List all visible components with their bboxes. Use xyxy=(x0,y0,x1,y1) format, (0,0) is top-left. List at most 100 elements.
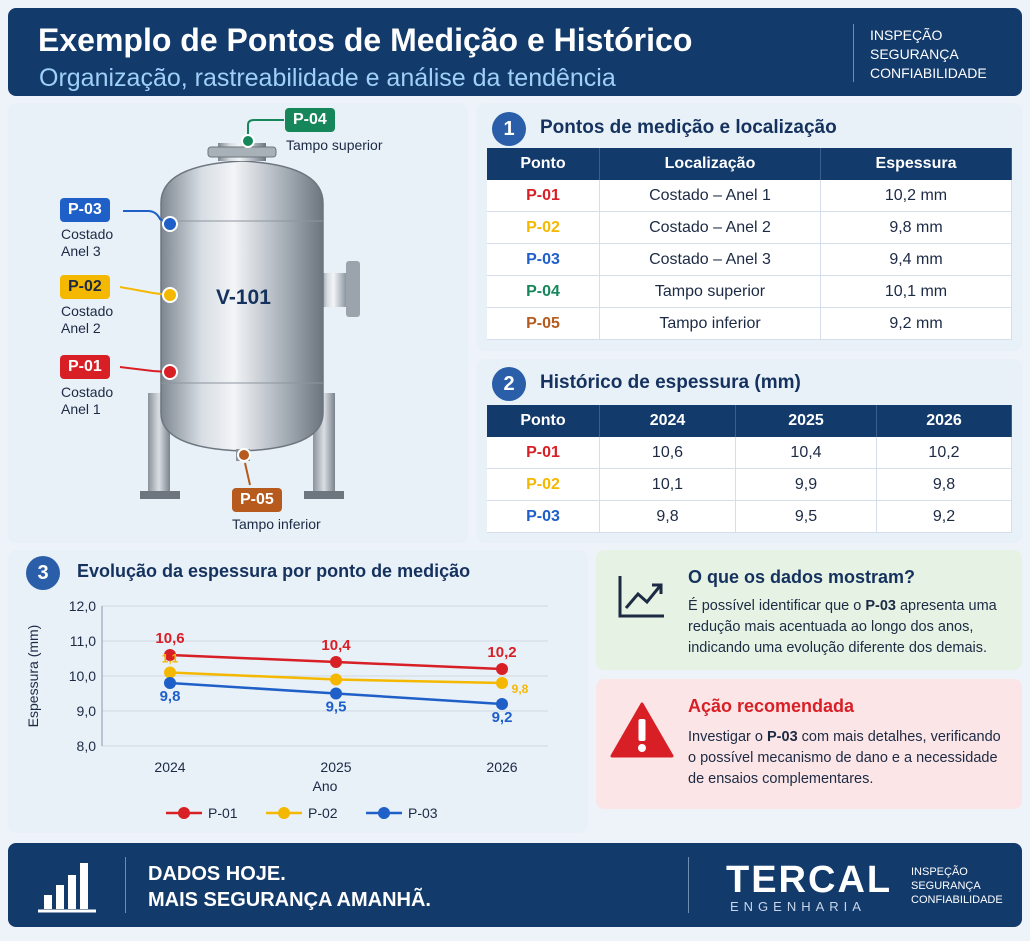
point-thickness: 9,8 mm xyxy=(821,212,1012,244)
table-row: P-02 Costado – Anel 2 9,8 mm xyxy=(487,212,1012,244)
y-tick-label: 11,0 xyxy=(70,633,96,649)
col-header: 2025 xyxy=(736,405,877,437)
brand-logo: TERCAL xyxy=(726,859,893,901)
side-flange xyxy=(346,261,360,317)
point-id: P-05 xyxy=(487,308,600,340)
x-tick-label: 2025 xyxy=(320,759,351,775)
legend-marker xyxy=(378,807,390,819)
legend-label: P-02 xyxy=(308,805,338,821)
vessel-name: V-101 xyxy=(216,286,271,309)
action-box-text: Investigar o P-03 com mais detalhes, ver… xyxy=(688,729,1001,787)
label-p01: Costado Anel 1 xyxy=(61,384,114,417)
point-location: Costado – Anel 3 xyxy=(600,244,821,276)
footer-tag: INSPEÇÃO xyxy=(911,866,968,878)
table-row: P-01 Costado – Anel 1 10,2 mm xyxy=(487,180,1012,212)
vessel-illustration xyxy=(119,119,360,499)
points-table: Ponto Localização Espessura P-01 Costado … xyxy=(487,148,1012,340)
point-id: P-03 xyxy=(487,244,600,276)
data-point xyxy=(496,663,508,675)
badge-p01: P-01 xyxy=(60,355,110,379)
vessel-body xyxy=(160,160,324,452)
data-label: 10,2 xyxy=(487,644,516,661)
header-tag: INSPEÇÃO xyxy=(870,27,943,43)
header-tag: CONFIABILIDADE xyxy=(870,65,987,81)
footer-tag: CONFIABILIDADE xyxy=(911,894,1003,906)
section1-title: Pontos de medição e localização xyxy=(540,117,837,138)
legend-label: P-03 xyxy=(408,805,438,821)
marker-p02 xyxy=(162,287,178,303)
footer-divider xyxy=(125,857,126,913)
brand-subtitle: ENGENHARIA xyxy=(730,899,866,914)
leader-p03 xyxy=(123,210,169,225)
point-id: P-02 xyxy=(487,469,600,501)
footer-tag: SEGURANÇA xyxy=(911,880,981,892)
point-location: Costado – Anel 1 xyxy=(600,180,821,212)
point-location: Costado – Anel 2 xyxy=(600,212,821,244)
section3-title: Evolução da espessura por ponto de mediç… xyxy=(77,561,471,581)
label-p04: Tampo superior xyxy=(286,137,383,153)
y-axis-label: Espessura (mm) xyxy=(25,625,41,728)
vessel-panel: V-101 P-04 Tampo superior P-03 Costado A… xyxy=(8,103,468,543)
y-tick-label: 9,0 xyxy=(77,703,97,719)
legend-marker xyxy=(278,807,290,819)
leader-p04 xyxy=(247,119,284,136)
slogan-line: MAIS SEGURANÇA AMANHÃ. xyxy=(148,889,431,911)
data-label: 9,8 xyxy=(160,688,181,705)
data-point xyxy=(496,677,508,689)
data-label: 9,8 xyxy=(512,682,529,696)
legend-label: P-01 xyxy=(208,805,238,821)
header: Exemplo de Pontos de Medição e Histórico… xyxy=(8,8,1022,96)
point-thickness: 9,2 mm xyxy=(821,308,1012,340)
y-tick-label: 10,0 xyxy=(69,668,96,684)
history-value: 10,1 xyxy=(600,469,736,501)
data-label: 9,5 xyxy=(326,699,347,716)
footer-slogan: DADOS HOJE. MAIS SEGURANÇA AMANHÃ. xyxy=(148,861,431,913)
section2-title: Histórico de espessura (mm) xyxy=(540,372,801,393)
badge-p04: P-04 xyxy=(285,108,335,132)
point-id: P-02 xyxy=(487,212,600,244)
data-point xyxy=(164,677,176,689)
footer: DADOS HOJE. MAIS SEGURANÇA AMANHÃ. TERCA… xyxy=(8,843,1022,927)
data-box-text: É possível identificar que o P-03 aprese… xyxy=(688,598,997,656)
data-label: 10,6 xyxy=(155,630,184,647)
section1-number: 1 xyxy=(492,112,526,146)
header-tags: INSPEÇÃO SEGURANÇA CONFIABILIDADE xyxy=(870,26,987,83)
top-flange xyxy=(207,146,277,158)
label-p02: Costado Anel 2 xyxy=(61,303,114,336)
leader-p05 xyxy=(244,462,251,486)
label-p03: Costado Anel 3 xyxy=(61,226,114,259)
point-location: Tampo inferior xyxy=(600,308,821,340)
col-header: 2024 xyxy=(600,405,736,437)
recommended-action-box: Ação recomendada Investigar o P-03 com m… xyxy=(596,679,1022,809)
slogan-line: DADOS HOJE. xyxy=(148,863,286,885)
col-header: Ponto xyxy=(487,405,600,437)
history-table: Ponto 2024 2025 2026 P-01 10,6 10,4 10,2 P-0… xyxy=(487,405,1012,533)
data-insight-box: O que os dados mostram? É possível ident… xyxy=(596,550,1022,670)
badge-p02: P-02 xyxy=(60,275,110,299)
data-point xyxy=(330,687,342,700)
footer-tags: INSPEÇÃO SEGURANÇA CONFIABILIDADE xyxy=(911,865,1003,907)
label-p05: Tampo inferior xyxy=(232,516,321,532)
data-point xyxy=(330,673,342,686)
header-divider xyxy=(853,24,854,82)
table-row: P-04 Tampo superior 10,1 mm xyxy=(487,276,1012,308)
point-id: P-03 xyxy=(487,501,600,533)
section3-number: 3 xyxy=(26,556,60,590)
history-value: 10,6 xyxy=(600,437,736,469)
table-row: P-05 Tampo inferior 9,2 mm xyxy=(487,308,1012,340)
history-value: 9,2 xyxy=(877,501,1012,533)
data-label: 10,4 xyxy=(321,637,351,654)
col-header: Ponto xyxy=(487,148,600,180)
table-row: P-01 10,6 10,4 10,2 xyxy=(487,437,1012,469)
marker-p04 xyxy=(241,134,255,148)
history-value: 10,4 xyxy=(736,437,877,469)
x-tick-label: 2026 xyxy=(486,759,517,775)
data-point xyxy=(330,656,342,668)
page-subtitle: Organização, rastreabilidade e análise d… xyxy=(39,64,616,92)
y-tick-label: 12,0 xyxy=(69,598,96,614)
data-box-title: O que os dados mostram? xyxy=(688,567,916,587)
history-value: 10,2 xyxy=(877,437,1012,469)
history-value: 9,8 xyxy=(877,469,1012,501)
trend-chart-icon xyxy=(618,576,664,618)
marker-p03 xyxy=(162,216,178,232)
